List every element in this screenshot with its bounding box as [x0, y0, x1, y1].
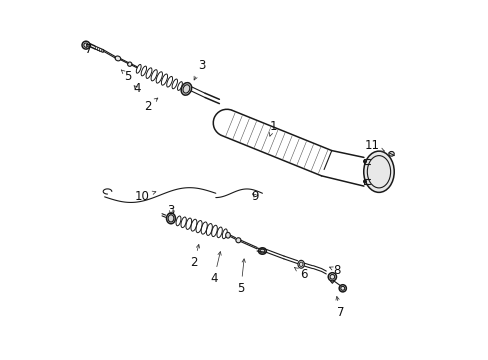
Ellipse shape — [225, 232, 230, 238]
Ellipse shape — [327, 273, 336, 281]
Text: 9: 9 — [251, 190, 259, 203]
Ellipse shape — [297, 260, 304, 268]
Text: 5: 5 — [237, 259, 245, 295]
Ellipse shape — [82, 41, 90, 49]
Text: 3: 3 — [194, 59, 205, 80]
Ellipse shape — [115, 56, 121, 61]
Text: 7: 7 — [84, 42, 92, 55]
Text: 3: 3 — [167, 204, 174, 217]
Text: 8: 8 — [329, 264, 340, 277]
Text: 1: 1 — [269, 120, 276, 136]
Text: 2: 2 — [143, 98, 158, 113]
Ellipse shape — [339, 285, 346, 292]
Text: 10: 10 — [135, 190, 156, 203]
Ellipse shape — [181, 83, 191, 95]
Ellipse shape — [363, 151, 393, 192]
Text: 4: 4 — [133, 82, 141, 95]
Text: 6: 6 — [294, 267, 307, 281]
Text: 5: 5 — [121, 69, 131, 82]
Ellipse shape — [127, 62, 132, 66]
Text: 2: 2 — [190, 244, 199, 269]
Text: 7: 7 — [335, 297, 344, 319]
Ellipse shape — [166, 213, 175, 224]
Ellipse shape — [258, 248, 266, 254]
Ellipse shape — [235, 238, 241, 243]
Text: 11: 11 — [364, 139, 384, 152]
Text: 4: 4 — [210, 252, 221, 285]
Ellipse shape — [388, 152, 393, 156]
